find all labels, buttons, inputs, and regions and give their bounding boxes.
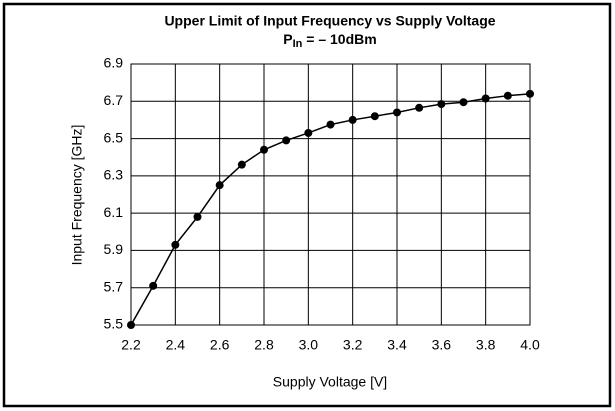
x-tick-label: 3.4 bbox=[387, 337, 407, 353]
x-tick-label: 3.0 bbox=[299, 337, 319, 353]
data-point bbox=[481, 94, 490, 103]
data-point bbox=[503, 91, 512, 100]
data-point bbox=[127, 321, 135, 329]
data-point bbox=[437, 100, 446, 109]
data-point bbox=[526, 89, 534, 98]
y-tick-label: 6.9 bbox=[104, 55, 124, 71]
data-point bbox=[304, 128, 313, 137]
subtitle-sub: In bbox=[293, 38, 303, 50]
data-point bbox=[237, 160, 246, 169]
data-point bbox=[260, 145, 268, 154]
y-tick-label: 5.7 bbox=[104, 278, 124, 294]
data-point bbox=[415, 103, 424, 112]
data-point bbox=[215, 181, 224, 190]
data-point bbox=[282, 136, 291, 145]
y-tick-label: 6.1 bbox=[104, 204, 124, 220]
x-tick-label: 2.2 bbox=[121, 337, 141, 353]
y-axis-label: Input Frequency [GHz] bbox=[69, 125, 85, 266]
y-tick-label: 6.7 bbox=[104, 92, 124, 108]
subtitle-rest: = – 10dBm bbox=[302, 31, 376, 47]
x-tick-label: 3.6 bbox=[432, 337, 452, 353]
y-tick-label: 6.3 bbox=[104, 167, 124, 183]
data-point bbox=[326, 120, 335, 129]
x-tick-label: 2.6 bbox=[210, 337, 230, 353]
data-point bbox=[393, 108, 401, 117]
data-point bbox=[459, 98, 468, 107]
y-tick-label: 5.9 bbox=[104, 241, 124, 257]
data-point bbox=[370, 112, 379, 121]
data-point bbox=[193, 212, 202, 221]
subtitle-base: P bbox=[283, 31, 292, 47]
y-tick-label: 5.5 bbox=[104, 316, 124, 332]
x-tick-label: 2.4 bbox=[166, 337, 186, 353]
plot-area bbox=[130, 63, 531, 326]
data-point bbox=[149, 281, 158, 290]
chart-title: Upper Limit of Input Frequency vs Supply… bbox=[164, 13, 495, 29]
x-tick-label: 2.8 bbox=[254, 337, 274, 353]
data-point bbox=[171, 240, 180, 249]
x-axis-label: Supply Voltage [V] bbox=[273, 374, 387, 390]
x-tick-label: 3.8 bbox=[476, 337, 496, 353]
data-point bbox=[348, 115, 357, 124]
x-tick-label: 3.2 bbox=[343, 337, 363, 353]
x-tick-label: 4.0 bbox=[520, 337, 540, 353]
y-tick-label: 6.5 bbox=[104, 129, 124, 145]
chart-subtitle: PIn = – 10dBm bbox=[283, 31, 376, 50]
